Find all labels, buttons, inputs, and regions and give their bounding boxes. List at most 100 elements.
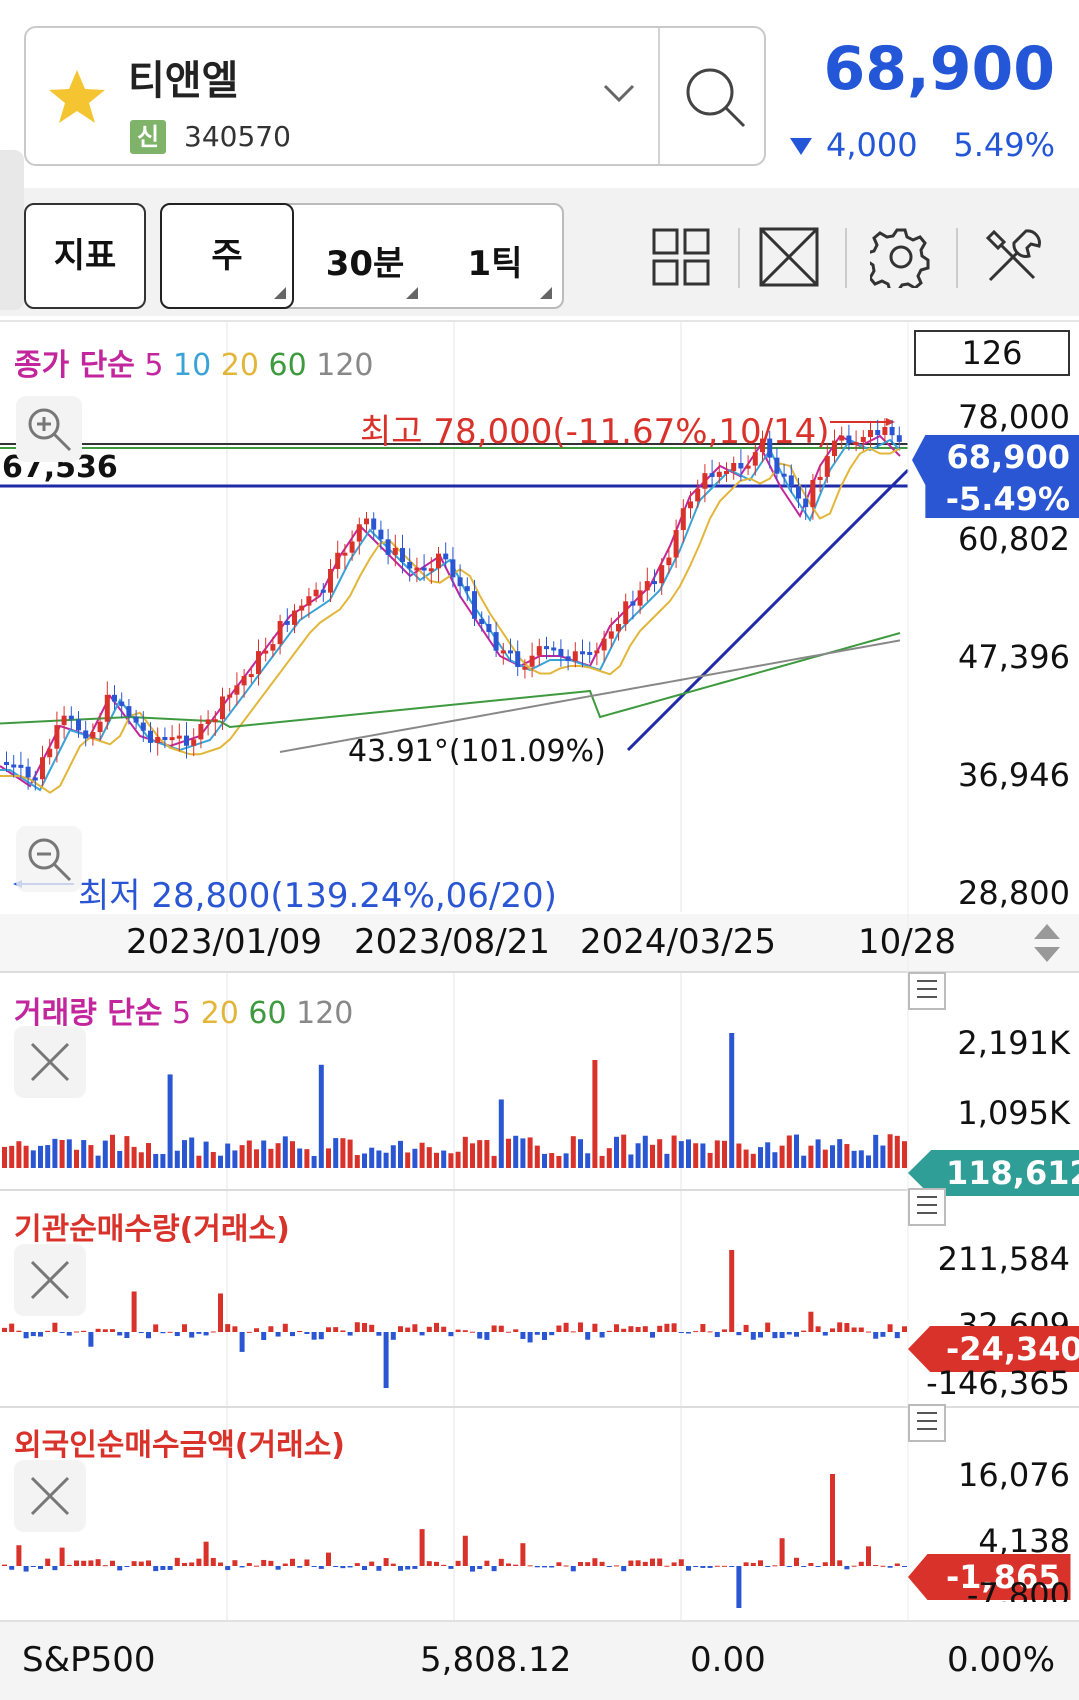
candle: [306, 596, 312, 606]
volume-bar: [887, 1134, 893, 1168]
institution-title: 기관순매수량(거래소): [14, 1212, 290, 1247]
institution-bar: [398, 1326, 403, 1332]
stock-code: 340570: [184, 120, 291, 153]
fullscreen-icon[interactable]: [758, 226, 820, 288]
ma-legend[interactable]: 종가 단순 5 10 20 60 120: [14, 340, 374, 384]
candle: [220, 696, 225, 720]
candle: [248, 674, 254, 678]
institution-bar: [635, 1326, 641, 1332]
institution-bar: [765, 1322, 771, 1332]
search-icon[interactable]: [680, 62, 752, 134]
indicator-button[interactable]: 지표: [24, 203, 146, 309]
search-divider: [658, 28, 660, 164]
foreign-bar: [563, 1565, 569, 1567]
pct-tag-bg: [925, 482, 1079, 518]
period-30min-dropdown-icon: [406, 287, 418, 299]
foreign-bar: [743, 1562, 749, 1566]
volume-bar: [390, 1145, 396, 1168]
scroll-arrows-icon[interactable]: [1032, 922, 1062, 964]
volume-bar: [146, 1143, 151, 1168]
volume-bar: [218, 1155, 223, 1168]
institution-bar: [369, 1324, 375, 1332]
candle: [637, 590, 643, 606]
low-annotation: 최저 28,800(139.24%,06/20): [78, 876, 557, 916]
candle: [436, 553, 441, 569]
chevron-down-icon[interactable]: [602, 82, 636, 104]
toolbar-separator: [738, 228, 740, 288]
volume-bar: [736, 1143, 742, 1168]
candle: [716, 471, 722, 477]
candle: [284, 621, 290, 625]
institution-bar: [246, 1331, 252, 1333]
volume-bar: [81, 1140, 87, 1168]
institution-bar: [261, 1332, 267, 1341]
volume-bar: [59, 1139, 65, 1168]
candle: [76, 719, 81, 731]
volume-menu-icon[interactable]: [908, 972, 946, 1010]
institution-bar: [412, 1324, 418, 1332]
index-ticker-bar[interactable]: [0, 1620, 1079, 1700]
institution-bar: [124, 1332, 130, 1339]
institution-bar: [700, 1324, 706, 1332]
zoom-in-icon[interactable]: [16, 396, 82, 462]
volume-bar: [434, 1152, 439, 1168]
candle-count-box[interactable]: 126: [914, 330, 1070, 376]
candle: [479, 618, 485, 624]
institution-bar: [520, 1332, 526, 1339]
institution-bar: [95, 1328, 101, 1332]
zoom-out-icon[interactable]: [16, 826, 82, 892]
period-30min-button[interactable]: 30분: [325, 244, 405, 284]
volume-bar: [304, 1149, 310, 1168]
foreign-bar: [722, 1565, 727, 1567]
grid-layout-icon[interactable]: [652, 228, 710, 286]
volume-bar: [117, 1150, 123, 1168]
tools-icon[interactable]: [982, 226, 1044, 288]
institution-bar: [750, 1332, 756, 1340]
volume-bar: [700, 1143, 706, 1168]
volume-bar: [160, 1154, 166, 1168]
period-tick-button[interactable]: 1틱: [467, 244, 523, 284]
foreign-close-icon[interactable]: [14, 1460, 86, 1532]
chart-canvas[interactable]: [0, 322, 1079, 1622]
period-week-button[interactable]: 주: [160, 203, 294, 309]
candle: [522, 666, 528, 670]
institution-menu-icon[interactable]: [908, 1188, 946, 1226]
foreign-bar: [174, 1557, 180, 1566]
foreign-menu-icon[interactable]: [908, 1404, 946, 1442]
candle: [169, 737, 175, 741]
star-icon[interactable]: [46, 66, 108, 128]
foreign-bar: [254, 1565, 259, 1567]
institution-close-icon[interactable]: [14, 1244, 86, 1316]
trendline-label: 43.91°(101.09%): [348, 734, 606, 769]
volume-bar: [290, 1141, 295, 1168]
institution-bar: [383, 1332, 389, 1388]
candle: [234, 685, 240, 695]
volume-bar: [246, 1140, 252, 1168]
side-handle[interactable]: [0, 150, 24, 310]
foreign-bar: [304, 1559, 310, 1566]
candle: [544, 646, 549, 650]
candle: [680, 508, 686, 531]
candle: [32, 777, 38, 781]
candle: [644, 581, 650, 591]
volume-legend[interactable]: 거래량 단순 5 20 60 120: [14, 988, 353, 1032]
foreign-bar: [160, 1566, 166, 1570]
volume-bar: [779, 1145, 785, 1168]
candle: [500, 650, 506, 654]
candle: [450, 559, 456, 578]
candle: [652, 581, 657, 585]
gear-icon[interactable]: [870, 226, 932, 288]
institution-bar: [628, 1326, 634, 1332]
candle: [515, 651, 521, 667]
foreign-bar: [74, 1560, 79, 1566]
volume-close-icon[interactable]: [14, 1026, 86, 1098]
volume-bar: [498, 1099, 504, 1168]
candle: [443, 553, 449, 560]
foreign-bar: [772, 1565, 778, 1567]
candle: [119, 701, 125, 707]
institution-bar: [88, 1332, 94, 1347]
volume-bar: [354, 1155, 360, 1168]
volume-bar: [714, 1140, 720, 1168]
volume-bar: [815, 1139, 821, 1168]
volume-bar: [153, 1153, 159, 1168]
